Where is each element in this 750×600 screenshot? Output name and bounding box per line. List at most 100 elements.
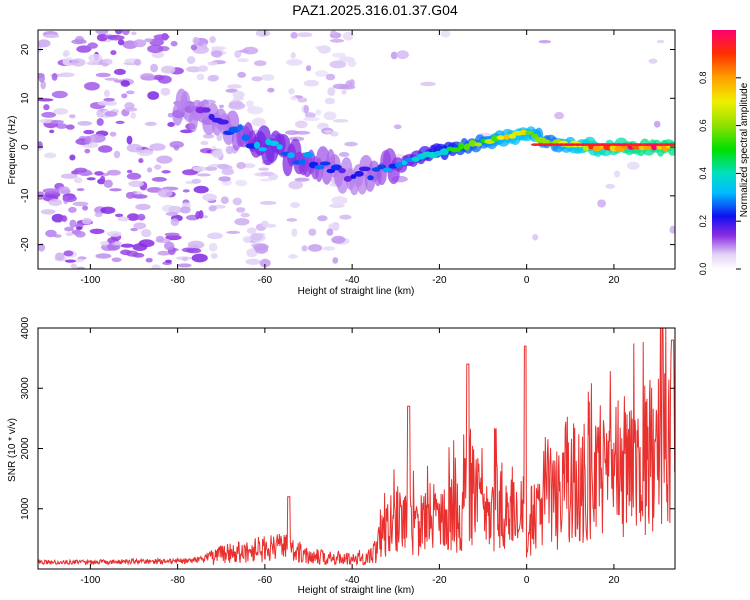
spectral-noise-blob: [294, 177, 310, 182]
spectrogram-y-axis-label: Frequency (Hz): [7, 116, 18, 185]
spectral-noise-blob: [208, 205, 217, 212]
spectral-noise-blob: [308, 228, 317, 236]
spectral-ridge-core: [319, 161, 331, 166]
spectral-noise-blob: [259, 178, 273, 182]
spectral-noise-blob: [149, 143, 166, 151]
spectral-noise-blob: [161, 170, 171, 174]
spectral-noise-blob: [113, 68, 126, 75]
spectral-noise-blob: [125, 191, 135, 199]
spectral-noise-blob: [70, 58, 86, 67]
spectral-noise-blob: [202, 215, 209, 219]
spectral-noise-blob: [41, 111, 56, 118]
spectral-noise-blob: [64, 226, 74, 232]
x-tick-label: 0: [524, 575, 530, 586]
spectral-noise-blob: [393, 124, 402, 130]
spectral-noise-blob: [130, 227, 138, 232]
spectral-noise-blob: [164, 232, 180, 237]
spectral-noise-blob: [242, 163, 256, 169]
spectral-noise-blob: [420, 81, 436, 87]
spectral-noise-blob: [38, 39, 51, 48]
spectral-ridge-halo: [356, 172, 368, 195]
spectral-noise-blob: [160, 87, 171, 96]
spectral-noise-blob: [246, 227, 257, 234]
spectral-ridge-core: [302, 151, 314, 158]
spectral-noise-blob: [204, 166, 218, 171]
spectral-noise-blob: [324, 97, 336, 105]
spectral-noise-blob: [157, 188, 173, 198]
spectral-noise-blob: [39, 118, 54, 124]
colorbar-tick-label: 0.8: [698, 72, 708, 85]
spectral-noise-blob: [120, 243, 134, 248]
spectral-noise-blob: [64, 259, 76, 263]
spectral-noise-blob: [225, 88, 238, 93]
spectral-noise-blob: [226, 84, 242, 89]
spectral-noise-blob: [68, 206, 77, 213]
spectral-noise-blob: [332, 257, 339, 264]
spectral-noise-blob: [132, 252, 145, 258]
spectral-noise-blob: [51, 73, 58, 81]
spectral-noise-blob: [314, 70, 329, 77]
y-tick-label: 20: [20, 44, 31, 56]
y-tick-label: 10: [20, 92, 31, 104]
spectral-noise-blob: [191, 178, 202, 184]
spectral-noise-blob: [73, 177, 83, 184]
spectral-noise-blob: [51, 213, 65, 223]
spectral-noise-blob: [43, 104, 50, 111]
spectral-noise-blob: [167, 122, 175, 127]
spectral-noise-blob: [237, 71, 247, 78]
spectral-noise-blob: [218, 176, 231, 182]
spectral-noise-blob: [211, 46, 226, 50]
spectral-noise-blob: [262, 223, 277, 228]
spectral-noise-blob: [245, 258, 261, 265]
spectral-noise-blob: [290, 96, 297, 101]
spectral-noise-blob: [656, 39, 665, 44]
spectral-noise-blob: [232, 197, 242, 206]
spectral-ridge-core: [496, 135, 506, 141]
spectral-noise-blob: [151, 264, 161, 269]
spectral-noise-blob: [44, 152, 57, 159]
spectral-noise-blob: [133, 58, 142, 66]
spectral-ridge-core: [382, 167, 393, 173]
spectral-noise-blob: [89, 228, 105, 234]
spectral-noise-blob: [100, 175, 106, 182]
spectral-noise-blob: [137, 213, 146, 221]
spectral-noise-blob: [238, 49, 250, 53]
spectral-noise-blob: [315, 109, 322, 116]
spectral-noise-blob: [53, 108, 69, 115]
spectral-noise-blob: [95, 30, 109, 35]
spectral-noise-blob: [104, 111, 118, 117]
spectral-noise-blob: [339, 152, 350, 157]
spectral-noise-blob: [339, 214, 352, 220]
spectral-noise-blob: [74, 167, 88, 173]
spectral-noise-blob: [128, 180, 144, 187]
spectral-noise-blob: [69, 114, 76, 119]
spectral-noise-blob: [45, 229, 57, 238]
spectral-noise-blob: [104, 89, 110, 98]
spectral-noise-blob: [82, 205, 89, 211]
spectral-noise-blob: [288, 88, 295, 95]
spectral-noise-blob: [106, 169, 121, 176]
spectral-noise-blob: [297, 97, 308, 103]
x-tick-label: -20: [432, 575, 447, 586]
spectral-ridge-core: [201, 107, 211, 113]
spectral-noise-blob: [96, 110, 103, 118]
x-tick-label: 20: [608, 275, 620, 286]
spectral-noise-blob: [76, 226, 83, 231]
spectral-noise-blob: [63, 250, 74, 257]
spectral-noise-blob: [253, 60, 267, 67]
x-tick-label: -100: [80, 275, 100, 286]
spectral-ridge-core: [338, 168, 346, 174]
spectral-ridge-core: [371, 167, 381, 172]
spectral-noise-blob: [196, 73, 205, 81]
spectral-noise-blob: [121, 93, 128, 99]
spectral-noise-blob: [130, 112, 136, 119]
spectral-noise-blob: [60, 173, 78, 179]
spectral-noise-blob: [341, 89, 347, 95]
spectral-noise-blob: [290, 32, 298, 39]
spectral-ridge-core: [367, 175, 374, 181]
spectral-noise-blob: [84, 81, 100, 91]
spectral-noise-blob: [87, 42, 98, 49]
spectral-noise-blob: [75, 266, 86, 269]
spectral-noise-blob: [260, 171, 275, 176]
spectral-noise-blob: [614, 170, 621, 178]
